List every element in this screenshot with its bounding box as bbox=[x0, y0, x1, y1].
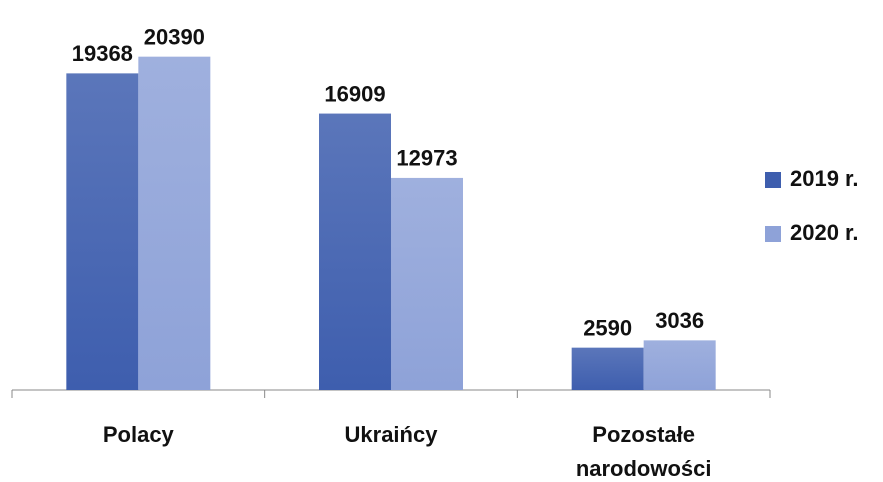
bar bbox=[319, 113, 391, 390]
data-label: 12973 bbox=[396, 146, 457, 171]
data-label: 2590 bbox=[583, 315, 632, 340]
legend-swatch bbox=[765, 226, 781, 242]
data-label: 19368 bbox=[72, 41, 133, 66]
bar bbox=[138, 56, 211, 391]
data-label: 3036 bbox=[655, 308, 704, 333]
legend-swatch bbox=[765, 172, 781, 188]
legend-label: 2019 r. bbox=[790, 166, 859, 191]
bar bbox=[571, 347, 644, 390]
bar bbox=[643, 340, 716, 390]
bar bbox=[66, 73, 139, 390]
legend-label: 2020 r. bbox=[790, 220, 859, 245]
data-label: 20390 bbox=[144, 24, 205, 49]
x-tick-label: Ukraińcy bbox=[344, 422, 438, 447]
bar bbox=[391, 177, 463, 390]
x-tick-label: Pozostałe narodowości bbox=[575, 422, 712, 481]
data-label: 16909 bbox=[324, 81, 385, 106]
x-tick-label: Polacy bbox=[102, 422, 174, 447]
